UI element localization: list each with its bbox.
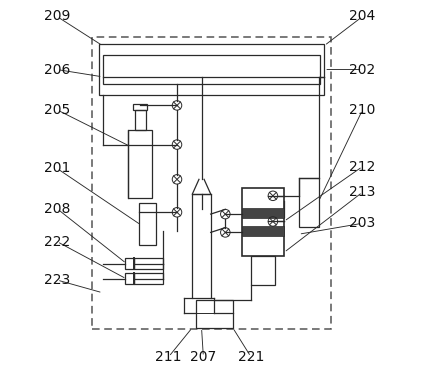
Bar bbox=[125, 273, 134, 284]
Text: 222: 222 bbox=[44, 235, 70, 249]
Text: 206: 206 bbox=[44, 63, 71, 76]
Bar bbox=[140, 203, 156, 245]
Bar bbox=[251, 256, 275, 285]
Bar bbox=[134, 273, 163, 284]
Bar bbox=[133, 104, 146, 110]
Text: 210: 210 bbox=[349, 103, 375, 117]
Text: 208: 208 bbox=[44, 202, 71, 216]
Text: 204: 204 bbox=[349, 10, 375, 23]
Bar bbox=[242, 208, 284, 218]
Bar bbox=[196, 300, 233, 328]
Bar bbox=[134, 258, 163, 269]
Bar bbox=[125, 258, 134, 269]
Text: 221: 221 bbox=[238, 350, 264, 364]
Text: 205: 205 bbox=[44, 103, 70, 117]
Text: 211: 211 bbox=[155, 350, 182, 364]
Bar bbox=[242, 226, 284, 236]
Text: 207: 207 bbox=[190, 350, 217, 364]
Bar bbox=[92, 37, 331, 329]
Bar bbox=[103, 55, 320, 84]
Text: 213: 213 bbox=[349, 185, 375, 199]
Bar bbox=[242, 188, 284, 256]
Bar bbox=[99, 44, 324, 95]
Text: 209: 209 bbox=[44, 10, 71, 23]
Bar bbox=[128, 130, 152, 198]
Text: 212: 212 bbox=[349, 160, 375, 173]
Text: 203: 203 bbox=[349, 216, 375, 230]
Text: 201: 201 bbox=[44, 161, 71, 175]
Bar bbox=[135, 110, 146, 130]
Bar bbox=[192, 194, 211, 298]
Text: 202: 202 bbox=[349, 63, 375, 76]
Bar bbox=[299, 178, 319, 227]
Text: 223: 223 bbox=[44, 273, 70, 287]
